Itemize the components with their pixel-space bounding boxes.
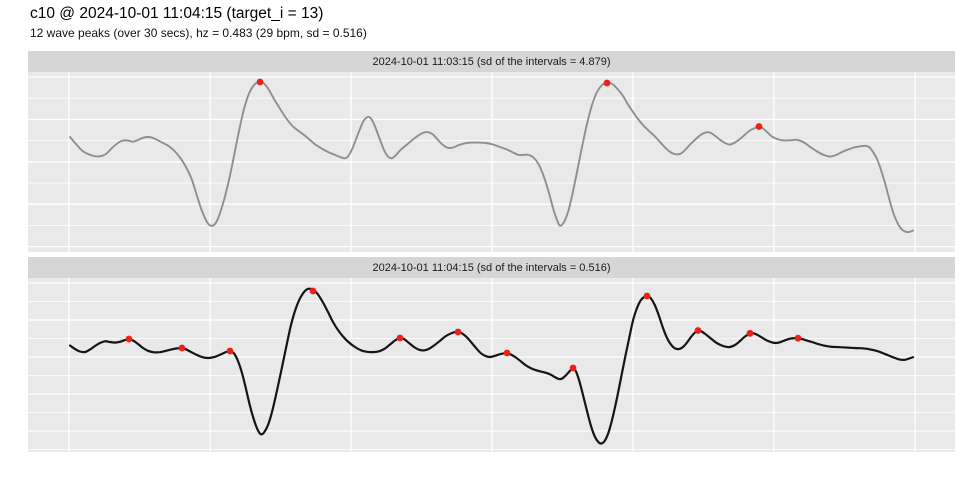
peak-marker-dot bbox=[569, 364, 577, 372]
panel-1103-strip-title: 2024-10-01 11:03:15 (sd of the intervals… bbox=[28, 51, 955, 72]
panel-1103-plot bbox=[28, 72, 955, 252]
panel-1104-strip-title: 2024-10-01 11:04:15 (sd of the intervals… bbox=[28, 257, 955, 278]
page-subtitle: 12 wave peaks (over 30 secs), hz = 0.483… bbox=[30, 26, 367, 40]
peak-marker-dot bbox=[694, 327, 702, 334]
peak-marker-dot bbox=[603, 79, 611, 87]
peak-marker-dot bbox=[643, 292, 651, 300]
panel-1104-plot bbox=[28, 278, 955, 452]
page-title: c10 @ 2024-10-01 11:04:15 (target_i = 13… bbox=[30, 5, 324, 22]
waveform-line bbox=[68, 287, 915, 445]
peak-marker-dot bbox=[396, 334, 404, 342]
peak-marker-dot bbox=[454, 328, 462, 336]
peak-marker-dot bbox=[125, 335, 133, 343]
panel-1103: 2024-10-01 11:03:15 (sd of the intervals… bbox=[28, 51, 955, 252]
peak-marker-dot bbox=[178, 344, 186, 352]
peak-marker-dot bbox=[309, 287, 317, 295]
peak-marker-dot bbox=[256, 78, 264, 86]
peak-marker-dot bbox=[746, 329, 754, 337]
peak-marker-dot bbox=[794, 334, 802, 342]
peak-marker-dot bbox=[755, 123, 763, 130]
waveform-line bbox=[69, 80, 914, 234]
peak-marker-dot bbox=[503, 349, 511, 357]
peak-marker-dot bbox=[226, 347, 234, 355]
panel-1104: 2024-10-01 11:04:15 (sd of the intervals… bbox=[28, 257, 955, 452]
